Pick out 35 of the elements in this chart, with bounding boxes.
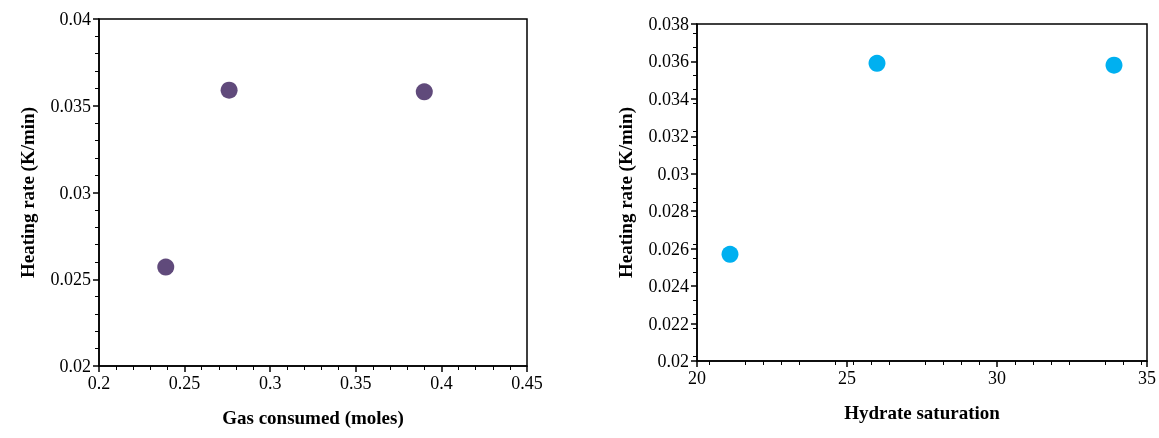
point (415, 83, 433, 101)
y-tick-label: 0.035 (50, 95, 91, 116)
y-tick-label: 0.034 (648, 88, 689, 109)
x-tick-label: 25 (838, 368, 856, 388)
x-axis-title: Hydrate saturation (844, 402, 1001, 423)
y-tick-label: 0.022 (648, 313, 689, 334)
point (721, 245, 739, 263)
point (220, 81, 238, 99)
y-axis-title: Heating rate (K/min) (17, 107, 39, 278)
x-axis-title: Gas consumed (moles) (222, 407, 404, 429)
y-tick-label: 0.03 (657, 163, 689, 184)
y-tick-label: 0.026 (648, 238, 689, 259)
y-tick-label: 0.02 (59, 356, 91, 376)
x-tick-label: 0.45 (511, 373, 543, 393)
x-tick-label: 30 (988, 368, 1006, 388)
point (157, 258, 175, 276)
y-axis-title: Heating rate (K/min) (615, 107, 637, 278)
x-tick-label: 20 (688, 368, 706, 388)
x-tick-label: 0.3 (258, 373, 282, 393)
x-tick-label: 0.35 (340, 373, 372, 393)
x-tick-label: 0.4 (430, 373, 453, 393)
y-tick-label: 0.03 (59, 182, 91, 203)
y-tick-label: 0.038 (648, 14, 689, 34)
x-tick-label: 35 (1138, 368, 1156, 388)
y-tick-label: 0.04 (59, 9, 91, 29)
y-tick-label: 0.02 (657, 351, 689, 371)
y-tick-label: 0.036 (648, 51, 689, 72)
point (868, 54, 886, 72)
y-tick-label: 0.024 (648, 276, 689, 297)
y-tick-label: 0.032 (648, 126, 689, 147)
y-tick-label: 0.025 (50, 269, 91, 290)
x-tick-label: 0.2 (87, 373, 111, 393)
x-tick-label: 0.25 (168, 373, 201, 393)
y-tick-label: 0.028 (648, 201, 689, 222)
point (1105, 56, 1123, 74)
